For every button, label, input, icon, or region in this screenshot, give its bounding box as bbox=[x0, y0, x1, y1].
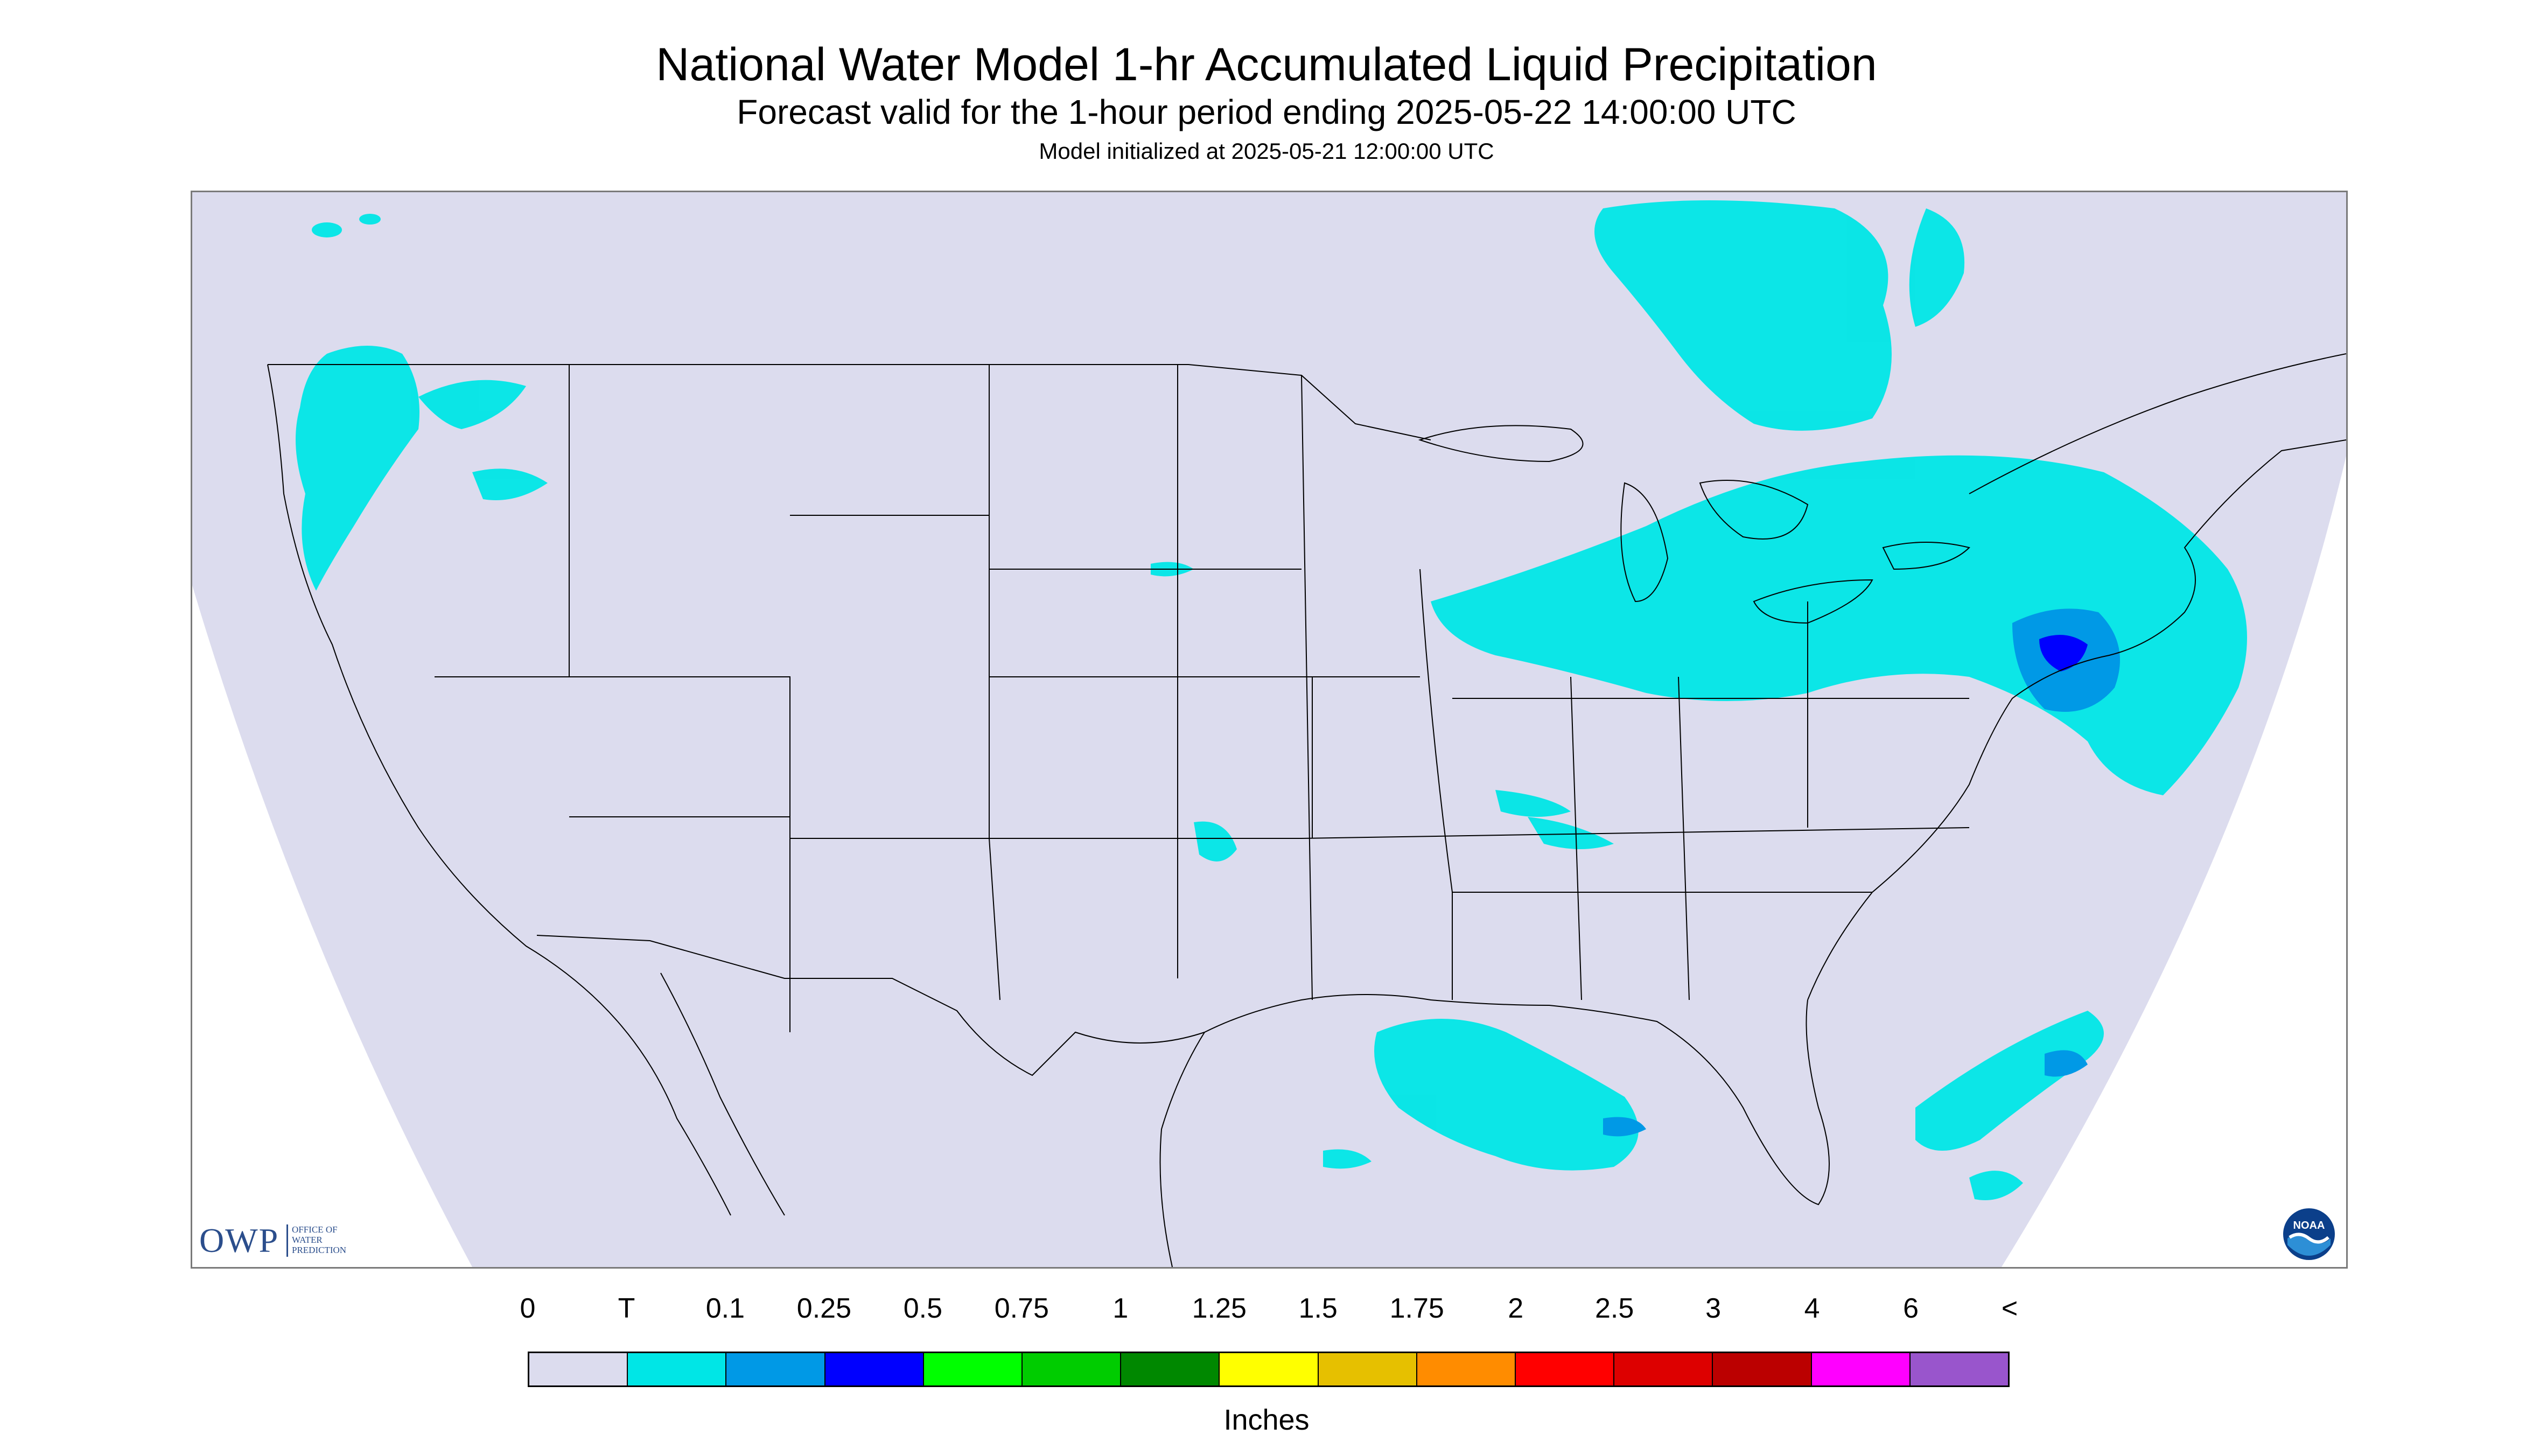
legend-tick-label: 0 bbox=[520, 1293, 536, 1324]
legend-tick-label: 0.1 bbox=[705, 1293, 745, 1324]
legend-swatch bbox=[628, 1353, 727, 1385]
owp-logo: OWP OFFICE OF WATER PREDICTION bbox=[199, 1221, 372, 1260]
precip-0.25-areas bbox=[2039, 635, 2088, 671]
legend-tick-label: 1.5 bbox=[1298, 1293, 1338, 1324]
legend-swatch bbox=[1220, 1353, 1319, 1385]
legend-swatch bbox=[726, 1353, 825, 1385]
owp-logo-text: OFFICE OF WATER PREDICTION bbox=[292, 1224, 346, 1255]
legend-tick-label: 1.25 bbox=[1192, 1293, 1247, 1324]
header: National Water Model 1-hr Accumulated Li… bbox=[0, 0, 2533, 178]
model-init-line: Model initialized at 2025-05-21 12:00:00… bbox=[1039, 138, 1494, 164]
legend-swatch bbox=[1023, 1353, 1122, 1385]
legend-colorbar bbox=[528, 1352, 2010, 1387]
legend-tick-label: < bbox=[2001, 1293, 2018, 1324]
owp-logo-line-1: OFFICE OF bbox=[292, 1224, 338, 1235]
legend-swatch bbox=[1614, 1353, 1713, 1385]
color-legend: 0 T 0.1 0.25 0.5 0.75 1 1.25 1.5 1.75 2 2.5 3 4 6 < Inc… bbox=[0, 1292, 2533, 1454]
legend-tick-label: 0.25 bbox=[796, 1293, 851, 1324]
noaa-logo: NOAA bbox=[2283, 1208, 2335, 1260]
legend-tick-label: 6 bbox=[1903, 1293, 1919, 1324]
legend-swatch bbox=[825, 1353, 924, 1385]
forecast-valid-subtitle: Forecast valid for the 1-hour period end… bbox=[737, 93, 1796, 131]
legend-units-label: Inches bbox=[1223, 1404, 1310, 1436]
legend-swatch bbox=[1713, 1353, 1812, 1385]
legend-swatch bbox=[1121, 1353, 1220, 1385]
legend-swatch bbox=[923, 1353, 1023, 1385]
legend-swatch bbox=[529, 1353, 628, 1385]
legend-tick-label: 0.5 bbox=[903, 1293, 942, 1324]
boundary-lines bbox=[267, 353, 2346, 1267]
legend-tick-label: 2 bbox=[1508, 1293, 1524, 1324]
owp-logo-line-2: WATER bbox=[292, 1235, 323, 1245]
legend-tick-label: T bbox=[618, 1293, 635, 1324]
legend-tick-label: 4 bbox=[1804, 1293, 1820, 1324]
legend-tick-label: 3 bbox=[1705, 1293, 1722, 1324]
legend-swatch bbox=[1910, 1353, 2009, 1385]
legend-tick-label: 1 bbox=[1112, 1293, 1129, 1324]
noaa-logo-text: NOAA bbox=[2293, 1220, 2325, 1231]
legend-swatch bbox=[1417, 1353, 1516, 1385]
owp-logo-line-3: PREDICTION bbox=[292, 1245, 347, 1255]
page-title: National Water Model 1-hr Accumulated Li… bbox=[656, 39, 1877, 90]
precip-trace-areas bbox=[296, 200, 2247, 1200]
legend-swatch bbox=[1811, 1353, 1911, 1385]
owp-logo-mark: OWP bbox=[199, 1221, 279, 1259]
map-panel bbox=[191, 191, 2348, 1269]
precipitation-map bbox=[192, 192, 2346, 1267]
legend-tick-label: 0.75 bbox=[994, 1293, 1049, 1324]
owp-logo-divider bbox=[286, 1224, 288, 1257]
model-domain bbox=[192, 192, 2346, 1267]
legend-swatch bbox=[1318, 1353, 1417, 1385]
legend-tick-label: 1.75 bbox=[1389, 1293, 1444, 1324]
legend-swatch bbox=[1516, 1353, 1615, 1385]
legend-tick-label: 2.5 bbox=[1594, 1293, 1634, 1324]
